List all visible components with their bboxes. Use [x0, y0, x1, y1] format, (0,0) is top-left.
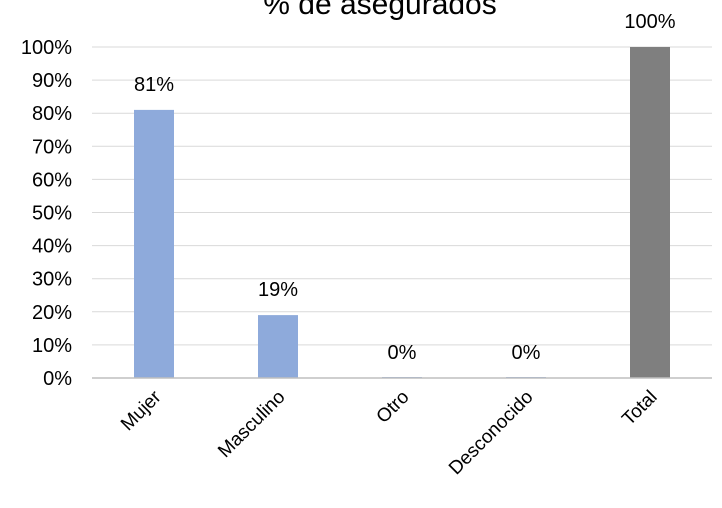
y-tick-label: 90% — [32, 70, 72, 92]
bar-mujer — [134, 109, 174, 378]
x-tick-label: Desconocido — [445, 387, 538, 480]
x-tick-label: Mujer — [117, 386, 166, 435]
bar-masculino — [258, 315, 298, 378]
x-tick-label: Masculino — [214, 387, 289, 462]
y-tick-label: 60% — [32, 169, 72, 191]
data-label: 100% — [624, 11, 675, 33]
data-label: 0% — [388, 342, 417, 364]
x-tick-label: Otro — [373, 387, 414, 428]
x-axis: Mujer Masculino Otro Desconocido Total — [92, 377, 712, 480]
y-tick-label: 70% — [32, 136, 72, 158]
data-label: 0% — [512, 342, 541, 364]
y-tick-label: 40% — [32, 236, 72, 258]
y-tick-label: 100% — [21, 37, 72, 59]
gridlines — [92, 46, 712, 346]
x-tick-label: Total — [618, 387, 661, 430]
y-tick-label: 80% — [32, 103, 72, 125]
data-label: 81% — [134, 74, 174, 96]
data-labels: 81% 19% 0% 0% 100% — [134, 11, 676, 364]
y-tick-label: 0% — [43, 368, 72, 390]
y-tick-label: 10% — [32, 335, 72, 357]
y-axis: 0% 10% 20% 30% 40% 50% 60% 70% 80% 90% 100% — [21, 37, 72, 390]
data-label: 19% — [258, 279, 298, 301]
bars — [134, 47, 670, 378]
y-tick-label: 50% — [32, 203, 72, 225]
chart-title: % de asegurados — [263, 0, 497, 21]
y-tick-label: 20% — [32, 302, 72, 324]
y-tick-label: 30% — [32, 269, 72, 291]
bar-total — [630, 47, 670, 378]
